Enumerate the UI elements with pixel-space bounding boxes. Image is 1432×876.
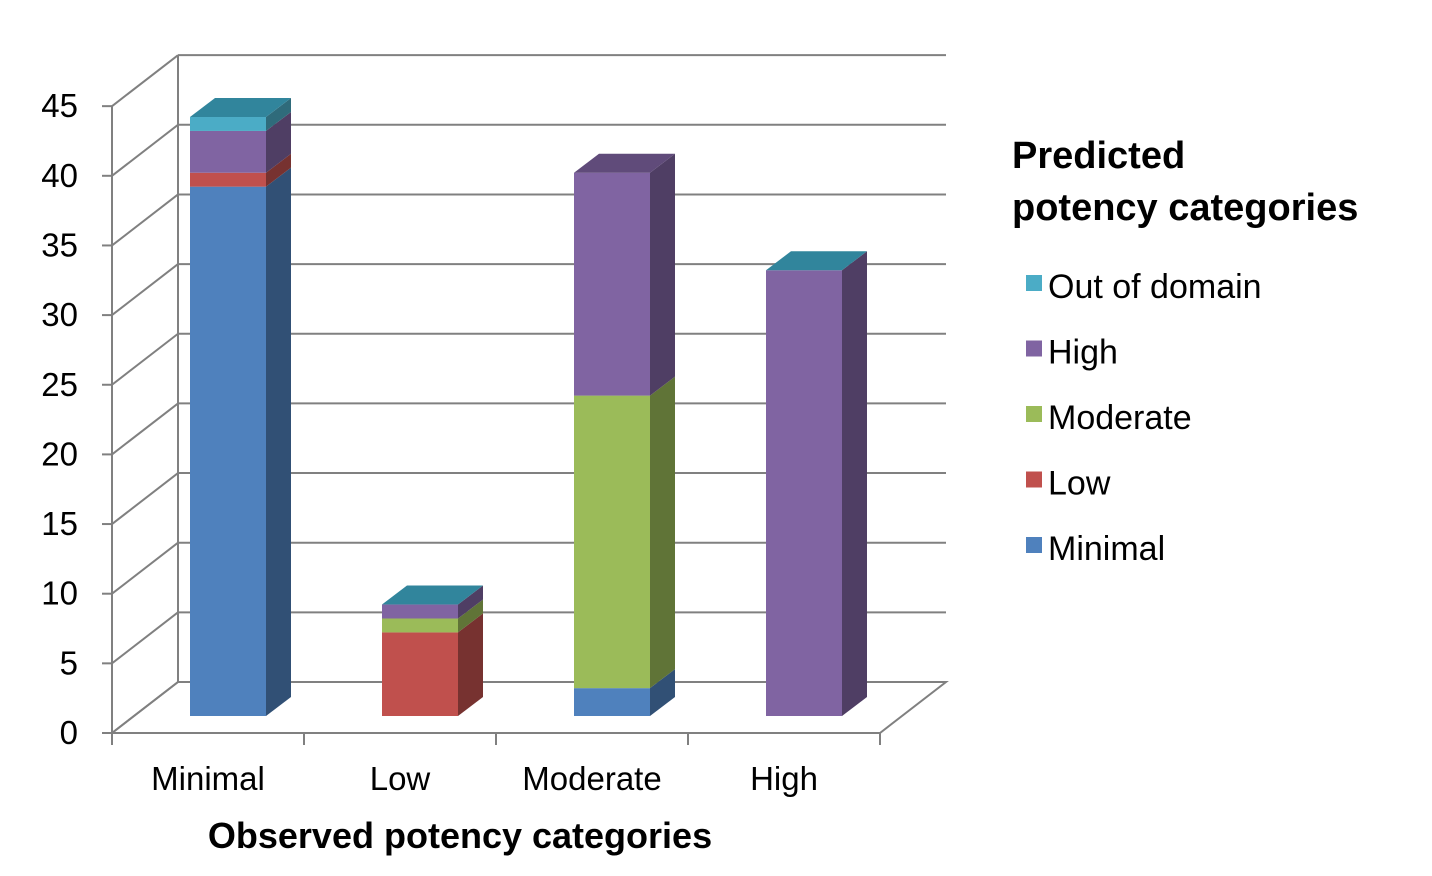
bar-segment-high <box>766 251 867 717</box>
bar-front <box>190 186 266 716</box>
bar-top <box>766 251 867 271</box>
bar-front <box>574 395 650 689</box>
y-tick-label: 15 <box>41 505 78 542</box>
bar-front <box>190 172 266 187</box>
y-tick-label: 25 <box>41 366 78 403</box>
bar-front <box>382 604 458 619</box>
bar-front <box>766 270 842 716</box>
bar-side <box>266 111 291 173</box>
gridline-side <box>111 611 179 665</box>
legend-items: Out of domain High Moderate Low Minimal <box>1026 268 1262 568</box>
legend-item-out-of-domain: Out of domain <box>1026 268 1262 306</box>
bar-segment-moderate <box>382 599 483 633</box>
bar-segment-high <box>190 111 291 173</box>
x-tick-label: Moderate <box>522 760 661 797</box>
gridline-side <box>111 402 179 456</box>
legend-title-line-2: potency categories <box>1012 187 1358 229</box>
legend: Predicted potency categories Out of doma… <box>1012 135 1358 568</box>
bar-side <box>266 98 291 131</box>
bar-side <box>842 251 867 717</box>
legend-item-moderate: Moderate <box>1026 399 1192 437</box>
x-tick-label: Low <box>370 760 431 797</box>
y-tick-label: 35 <box>41 226 78 263</box>
legend-item-high: High <box>1026 334 1118 372</box>
gridline-side <box>111 124 179 177</box>
legend-label: High <box>1048 334 1118 372</box>
y-tick-label: 10 <box>41 575 78 612</box>
axis-layer <box>102 105 881 745</box>
gridline-side <box>111 472 179 525</box>
bar-front <box>190 130 266 173</box>
legend-swatch <box>1026 340 1042 357</box>
legend-swatch <box>1026 471 1042 488</box>
bar-front <box>382 618 458 633</box>
bar-side <box>650 376 675 689</box>
bar-segment-moderate <box>574 376 675 689</box>
y-tick-label: 20 <box>41 435 78 472</box>
legend-swatch <box>1026 537 1042 553</box>
gridline-side <box>111 193 179 247</box>
bar-front <box>574 172 650 396</box>
x-tick-label: Minimal <box>151 760 265 797</box>
legend-title: Predicted <box>1012 135 1185 177</box>
bar-top <box>382 585 483 605</box>
legend-label: Moderate <box>1048 399 1192 437</box>
bar-side <box>266 167 291 716</box>
gridline-side <box>111 541 179 595</box>
y-tick-label: 45 <box>41 87 78 124</box>
bar-side <box>266 153 291 187</box>
x-tick-label: High <box>750 760 818 797</box>
legend-label: Low <box>1048 465 1111 503</box>
legend-item-minimal: Minimal <box>1026 530 1165 568</box>
y-tick-label: 40 <box>41 157 78 194</box>
legend-swatch <box>1026 406 1042 422</box>
y-tick-label: 0 <box>60 714 78 751</box>
gridline-side <box>111 332 179 386</box>
legend-label: Out of domain <box>1048 268 1262 306</box>
bar-side <box>458 599 483 633</box>
gridline-side <box>111 263 179 316</box>
bar-front <box>574 688 650 716</box>
bar-segment-low <box>190 153 291 187</box>
x-axis-title: Observed potency categories <box>208 815 712 856</box>
legend-label: Minimal <box>1048 530 1165 568</box>
bar-segment-out-of-domain <box>190 98 291 131</box>
bar-segment-minimal <box>190 167 291 716</box>
legend-item-low: Low <box>1026 465 1111 503</box>
bar-top <box>574 153 675 173</box>
bar-layer <box>190 98 867 717</box>
bar-segment-high <box>574 153 675 396</box>
bar-side <box>458 613 483 716</box>
bar-segment-minimal <box>574 669 675 716</box>
bar-top <box>190 98 291 118</box>
y-tick-label: 5 <box>60 644 78 681</box>
bar-side <box>650 153 675 396</box>
gridline-side <box>111 54 179 107</box>
bar-segment-low <box>382 613 483 716</box>
y-tick-label: 30 <box>41 296 78 333</box>
bar-front <box>190 117 266 131</box>
bar-side <box>458 585 483 619</box>
bar-front <box>382 632 458 716</box>
bar-segment-high <box>382 585 483 619</box>
bar-side <box>650 669 675 716</box>
label-layer: 0 5 10 15 20 25 30 35 40 45 Minimal Low Moderate High <box>41 87 818 797</box>
legend-swatch <box>1026 275 1042 291</box>
